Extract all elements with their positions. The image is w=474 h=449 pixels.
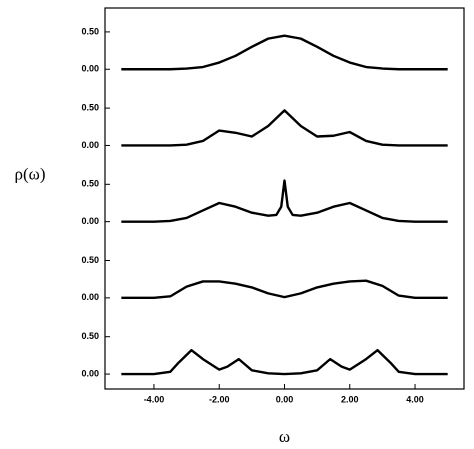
curve: [121, 279, 448, 300]
curve: [121, 34, 448, 71]
curve: [121, 179, 448, 223]
y-tick-label: 0.00: [81, 368, 99, 378]
curve: [121, 348, 448, 376]
x-tick-label: -4.00: [144, 394, 165, 404]
x-tick-label: 0.00: [276, 394, 294, 404]
y-tick-label: 0.50: [81, 255, 99, 265]
x-tick-label: 2.00: [341, 394, 359, 404]
x-tick-label: -2.00: [209, 394, 230, 404]
x-tick-label: 4.00: [406, 394, 424, 404]
y-tick-label: 0.50: [81, 26, 99, 36]
y-tick-label: 0.00: [81, 216, 99, 226]
y-tick-label: 0.50: [81, 179, 99, 189]
y-tick-label: 0.00: [81, 140, 99, 150]
y-tick-label: 0.00: [81, 64, 99, 74]
y-tick-label: 0.00: [81, 292, 99, 302]
y-tick-label: 0.50: [81, 102, 99, 112]
x-axis-label: ω: [279, 427, 290, 446]
y-axis-label: ρ(ω): [15, 165, 46, 184]
plot-frame: [104, 7, 465, 390]
curve: [121, 109, 448, 147]
y-tick-label: 0.50: [81, 331, 99, 341]
